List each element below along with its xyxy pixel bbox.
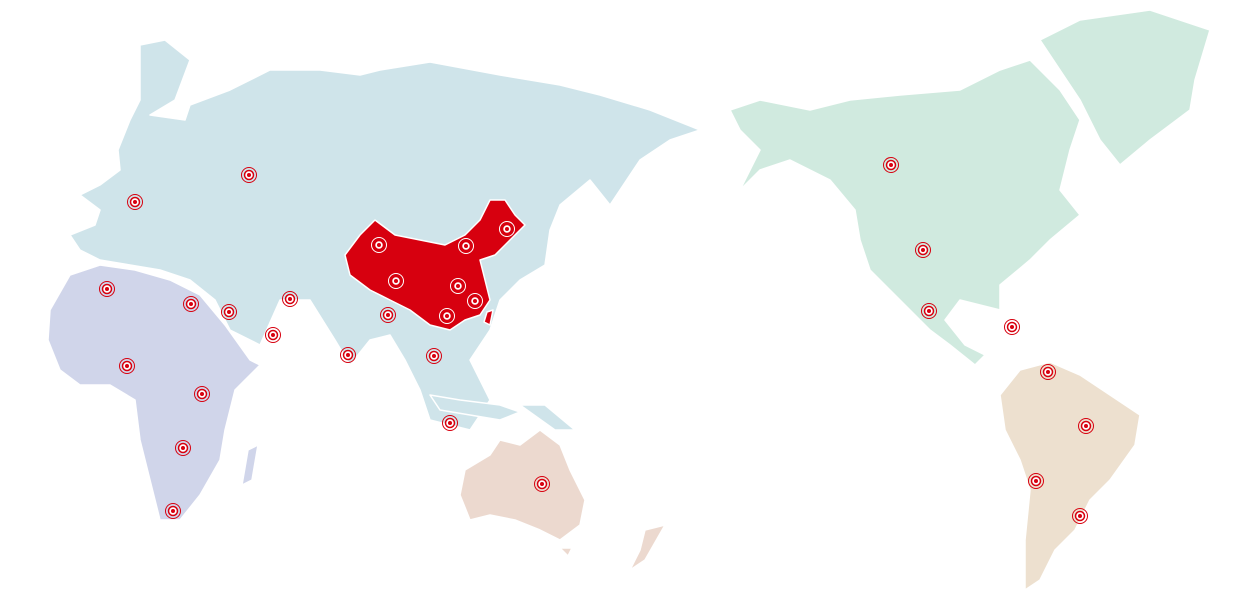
target-icon[interactable] xyxy=(127,194,143,210)
region-taiwan[interactable] xyxy=(483,309,494,326)
region-madagascar[interactable] xyxy=(241,444,259,486)
target-icon[interactable] xyxy=(221,304,237,320)
target-icon[interactable] xyxy=(1072,508,1088,524)
target-icon[interactable] xyxy=(883,157,899,173)
region-africa[interactable] xyxy=(47,264,261,521)
target-icon[interactable] xyxy=(499,221,515,237)
target-icon[interactable] xyxy=(175,440,191,456)
target-icon[interactable] xyxy=(371,237,387,253)
region-indonesia[interactable] xyxy=(429,394,576,431)
target-icon[interactable] xyxy=(183,296,199,312)
target-icon[interactable] xyxy=(439,308,455,324)
target-icon[interactable] xyxy=(99,281,115,297)
region-china[interactable] xyxy=(344,199,526,331)
target-icon[interactable] xyxy=(194,386,210,402)
target-icon[interactable] xyxy=(265,327,281,343)
region-greenland[interactable] xyxy=(1039,9,1211,166)
target-icon[interactable] xyxy=(467,293,483,309)
target-icon[interactable] xyxy=(450,278,466,294)
target-icon[interactable] xyxy=(165,503,181,519)
target-icon[interactable] xyxy=(1028,473,1044,489)
target-icon[interactable] xyxy=(534,476,550,492)
target-icon[interactable] xyxy=(1078,418,1094,434)
target-icon[interactable] xyxy=(1004,319,1020,335)
target-icon[interactable] xyxy=(380,307,396,323)
target-icon[interactable] xyxy=(119,358,135,374)
target-icon[interactable] xyxy=(1040,364,1056,380)
target-icon[interactable] xyxy=(915,242,931,258)
target-icon[interactable] xyxy=(426,348,442,364)
target-icon[interactable] xyxy=(388,273,404,289)
region-north-america[interactable] xyxy=(729,59,1081,366)
target-icon[interactable] xyxy=(458,238,474,254)
target-icon[interactable] xyxy=(442,415,458,431)
target-icon[interactable] xyxy=(241,167,257,183)
region-oceania[interactable] xyxy=(459,429,666,571)
target-icon[interactable] xyxy=(282,291,298,307)
target-icon[interactable] xyxy=(921,303,937,319)
target-icon[interactable] xyxy=(340,347,356,363)
region-south-america[interactable] xyxy=(999,361,1141,591)
